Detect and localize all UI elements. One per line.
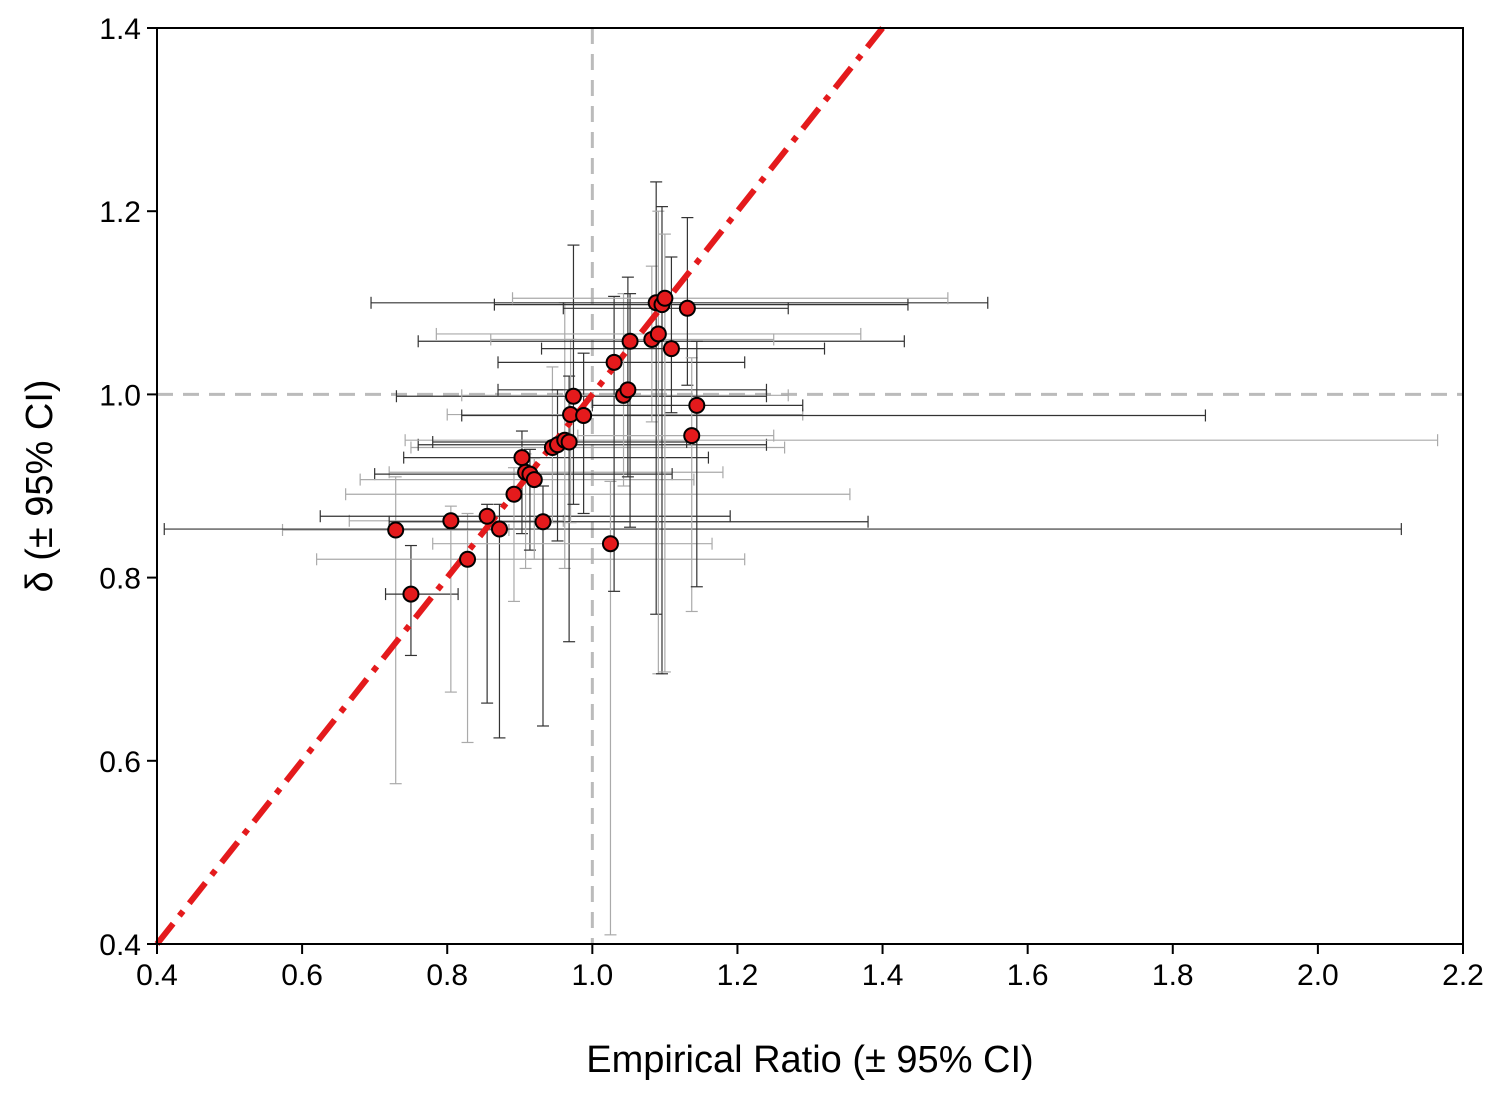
data-point [442, 512, 460, 530]
error-bar-group [348, 505, 564, 693]
x-tick-label: 2.2 [1442, 959, 1484, 992]
identity-line [154, 26, 885, 946]
data-point [459, 550, 477, 568]
error-bar-group [163, 503, 1402, 739]
data-point [662, 340, 680, 358]
data-point [688, 396, 706, 414]
error-bar-group [388, 453, 724, 570]
error-bar-group [316, 512, 746, 744]
x-tick-label: 0.8 [426, 959, 468, 992]
x-tick-label: 1.4 [862, 959, 904, 992]
error-bar-group [345, 467, 851, 603]
data-point [649, 325, 667, 343]
x-tick-label: 0.4 [136, 959, 178, 992]
data-point [560, 433, 578, 451]
x-axis-title: Empirical Ratio (± 95% CI) [586, 1039, 1033, 1081]
y-tick-label: 1.2 [99, 196, 141, 229]
x-tick-label: 1.8 [1152, 959, 1194, 992]
data-point [683, 427, 701, 445]
data-point [513, 449, 531, 467]
data-point [534, 513, 552, 531]
data-point [621, 332, 639, 350]
error-bar-group [417, 389, 768, 542]
y-axis-title: δ (± 95% CI) [19, 379, 61, 592]
data-point [656, 289, 674, 307]
data-points [387, 289, 706, 603]
data-point [490, 520, 508, 538]
y-tick-label: 0.4 [99, 929, 141, 962]
x-tick-label: 2.0 [1297, 959, 1339, 992]
error-bar-group [497, 295, 746, 592]
y-tick-label: 0.6 [99, 746, 141, 779]
y-axis-ticks: 0.4 0.6 0.8 1.0 1.2 1.4 [99, 13, 157, 962]
error-bar-group [370, 181, 989, 615]
data-point [605, 353, 623, 371]
reference-lines [157, 28, 1463, 944]
data-point [601, 535, 619, 553]
data-point [619, 381, 637, 399]
error-bar-group [497, 276, 768, 478]
error-bar-group [432, 480, 713, 936]
x-axis-ticks: 0.4 0.6 0.8 1.0 1.2 1.4 1.6 1.8 2.0 2.2 [136, 944, 1484, 992]
y-tick-label: 0.8 [99, 563, 141, 596]
x-tick-label: 1.6 [1007, 959, 1049, 992]
data-point [387, 521, 405, 539]
data-point [505, 485, 523, 503]
data-point [525, 471, 543, 489]
error-bar-group [388, 485, 869, 727]
x-tick-label: 1.2 [717, 959, 759, 992]
identity-line-layer [154, 26, 885, 946]
error-bars [163, 181, 1439, 936]
error-bar-group [395, 244, 768, 505]
y-tick-label: 1.0 [99, 379, 141, 412]
data-point [478, 507, 496, 525]
error-bar-group [562, 217, 789, 386]
data-point [575, 406, 593, 424]
data-point [678, 299, 696, 317]
error-bar-group [540, 256, 826, 414]
data-point [402, 585, 420, 603]
error-bar-group [511, 233, 949, 673]
error-bar-group [446, 338, 804, 524]
x-tick-label: 1.0 [571, 959, 613, 992]
plot-area-frame [156, 27, 1464, 945]
x-tick-label: 0.6 [281, 959, 323, 992]
data-point [564, 387, 582, 405]
y-tick-label: 1.4 [99, 13, 141, 46]
